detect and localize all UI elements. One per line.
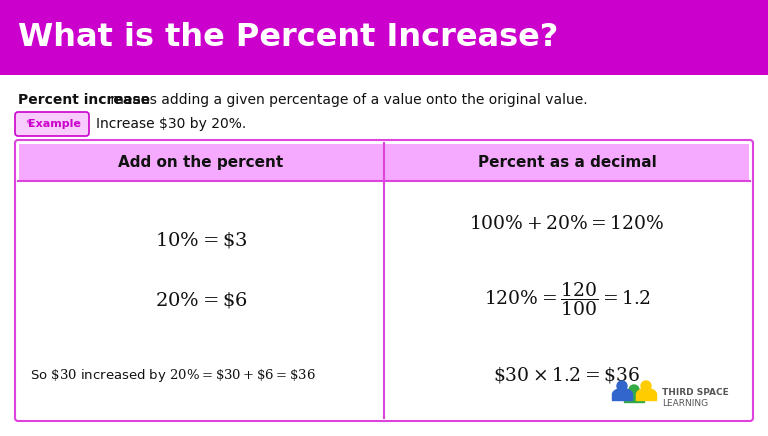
Text: $120\% = \dfrac{120}{100} = 1.2$: $120\% = \dfrac{120}{100} = 1.2$ <box>484 281 650 318</box>
Circle shape <box>617 381 627 391</box>
Text: Example: Example <box>28 119 81 129</box>
Circle shape <box>641 381 651 391</box>
Text: Percent as a decimal: Percent as a decimal <box>478 154 657 170</box>
Text: $100\% + 20\% = 120\%$: $100\% + 20\% = 120\%$ <box>469 214 665 233</box>
Text: LEARNING: LEARNING <box>662 399 708 408</box>
Bar <box>0 0 768 75</box>
Text: What is the Percent Increase?: What is the Percent Increase? <box>18 22 558 53</box>
FancyBboxPatch shape <box>15 112 89 136</box>
Text: $20\% = \$6$: $20\% = \$6$ <box>154 290 247 310</box>
Text: $\$30 \times 1.2 = \$36$: $\$30 \times 1.2 = \$36$ <box>493 365 641 385</box>
Text: So $\$30$ increased by $20\% = \$30 + \$6 = \$36$: So $\$30$ increased by $20\% = \$30 + \$… <box>30 367 316 384</box>
Text: means adding a given percentage of a value onto the original value.: means adding a given percentage of a val… <box>106 93 588 107</box>
Text: Add on the percent: Add on the percent <box>118 154 283 170</box>
Text: $10\% = \$3$: $10\% = \$3$ <box>155 230 247 250</box>
Circle shape <box>629 385 639 395</box>
Text: ✎: ✎ <box>25 119 33 129</box>
Text: Increase $30 by 20%.: Increase $30 by 20%. <box>96 117 247 131</box>
Text: Percent increase: Percent increase <box>18 93 150 107</box>
Text: THIRD SPACE: THIRD SPACE <box>662 388 729 396</box>
Bar <box>19 144 749 182</box>
FancyBboxPatch shape <box>15 140 753 421</box>
